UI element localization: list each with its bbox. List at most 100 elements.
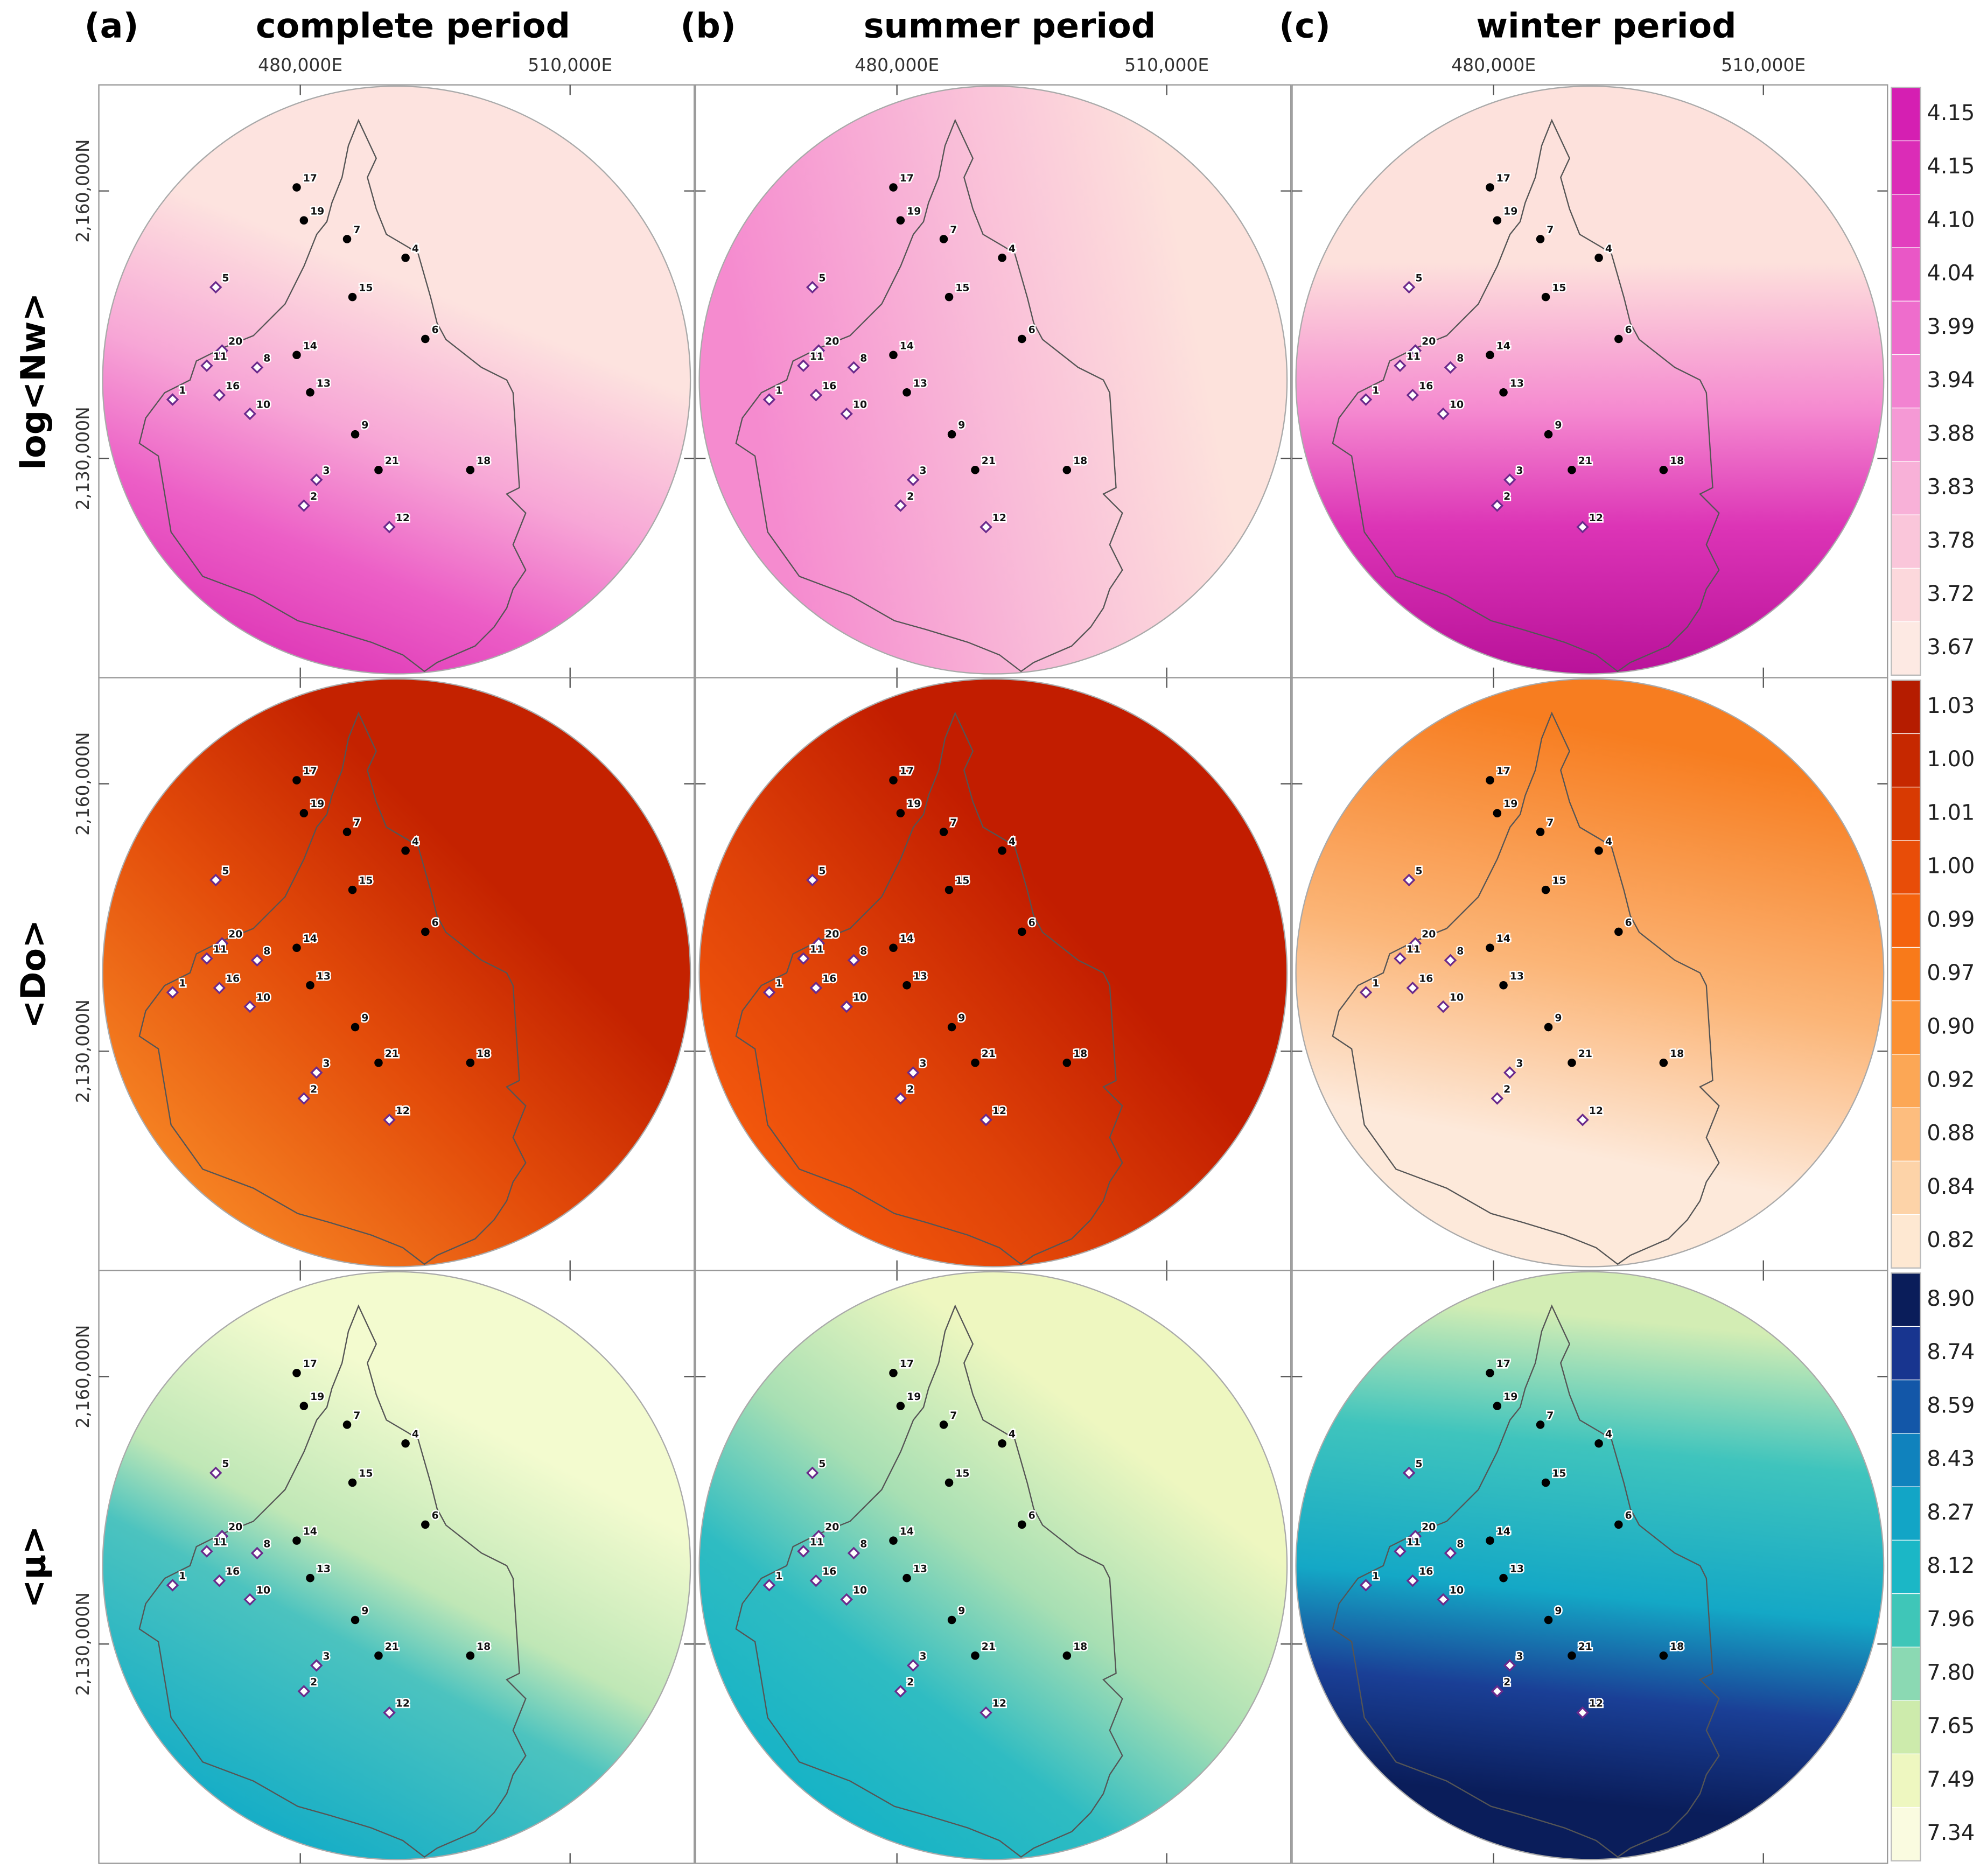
station-label: 4 bbox=[412, 836, 419, 848]
colorbar-box bbox=[1891, 1593, 1921, 1648]
interpolated-field bbox=[698, 85, 1288, 675]
station-label: 20 bbox=[825, 929, 839, 940]
station-marker bbox=[292, 776, 301, 785]
station-marker bbox=[847, 1546, 860, 1560]
colorbar-box bbox=[1891, 247, 1921, 302]
station-marker bbox=[847, 361, 860, 374]
station-label: 9 bbox=[958, 1013, 965, 1024]
colorbar-box bbox=[1891, 893, 1921, 948]
station-label: 15 bbox=[955, 1468, 969, 1480]
colorbar-box bbox=[1891, 787, 1921, 841]
station-marker bbox=[1544, 1615, 1553, 1625]
station-label: 18 bbox=[477, 456, 491, 467]
station-marker bbox=[902, 981, 911, 990]
x-tick-label: 480,000E bbox=[855, 54, 939, 75]
station-marker bbox=[310, 473, 323, 486]
station-marker bbox=[348, 292, 357, 302]
station-marker bbox=[466, 1651, 475, 1660]
station-label: 8 bbox=[1457, 1538, 1464, 1550]
x-tick-label: 480,000E bbox=[1451, 54, 1536, 75]
station-marker bbox=[292, 183, 301, 192]
station-marker bbox=[342, 828, 352, 836]
station-marker bbox=[1503, 473, 1516, 486]
column-title: winter period bbox=[1476, 5, 1736, 45]
colorbar-label: 4.15 bbox=[1927, 154, 1975, 179]
station-marker bbox=[299, 1402, 309, 1410]
interpolated-field bbox=[102, 1271, 691, 1860]
station-label: 17 bbox=[900, 1359, 914, 1370]
station-marker bbox=[215, 937, 229, 950]
station-marker bbox=[1493, 216, 1502, 225]
colorbar-label: 3.67 bbox=[1927, 635, 1975, 660]
station-label: 2 bbox=[907, 1677, 914, 1688]
colorbar-label: 4.04 bbox=[1927, 261, 1975, 286]
station-label: 13 bbox=[913, 378, 927, 389]
station-label: 5 bbox=[818, 272, 825, 284]
colorbar-box bbox=[1891, 1700, 1921, 1754]
station-label: 10 bbox=[853, 1585, 867, 1596]
station-label: 12 bbox=[1589, 1105, 1603, 1117]
station-label: 2 bbox=[1503, 1084, 1510, 1095]
station-label: 2 bbox=[907, 491, 914, 502]
station-marker bbox=[421, 927, 430, 936]
station-marker bbox=[944, 885, 954, 894]
colorbar-label: 4.15 bbox=[1927, 101, 1975, 125]
station-marker bbox=[383, 1113, 396, 1126]
station-marker bbox=[306, 388, 314, 397]
station-label: 19 bbox=[310, 206, 324, 217]
station-label: 20 bbox=[1422, 336, 1436, 347]
station-label: 12 bbox=[1589, 1698, 1603, 1710]
station-marker bbox=[902, 1573, 911, 1583]
colorbar-box bbox=[1891, 140, 1921, 195]
station-marker bbox=[1402, 281, 1416, 294]
station-marker bbox=[310, 1659, 323, 1672]
station-marker bbox=[1409, 937, 1422, 950]
station-label: 3 bbox=[919, 1651, 926, 1662]
station-label: 17 bbox=[303, 173, 317, 184]
station-marker bbox=[998, 846, 1006, 855]
station-marker bbox=[998, 1439, 1006, 1448]
map-panel: 17 19 7 4 5 15 6 20 14 11 8 16 1 13 10 9 21 18 3 2 12 bbox=[1291, 84, 1888, 678]
station-marker bbox=[1486, 351, 1494, 360]
station-marker bbox=[1544, 1023, 1553, 1032]
station-label: 10 bbox=[853, 992, 867, 1004]
station-label: 21 bbox=[385, 456, 399, 467]
station-marker bbox=[1614, 1520, 1623, 1529]
station-label: 5 bbox=[1415, 1458, 1422, 1469]
station-marker bbox=[1614, 927, 1623, 936]
station-marker bbox=[1437, 1000, 1450, 1013]
station-label: 9 bbox=[958, 420, 965, 431]
station-label: 4 bbox=[1009, 1429, 1016, 1440]
station-marker bbox=[1536, 235, 1545, 243]
station-label: 6 bbox=[432, 917, 439, 928]
colorbar-label: 4.10 bbox=[1927, 207, 1975, 232]
station-marker bbox=[840, 407, 853, 421]
panel-tag: (a) bbox=[85, 5, 139, 45]
station-label: 7 bbox=[353, 225, 360, 236]
station-label: 1 bbox=[775, 978, 782, 989]
station-marker bbox=[1394, 952, 1407, 965]
station-label: 8 bbox=[1457, 353, 1464, 364]
station-marker bbox=[200, 952, 213, 965]
station-marker bbox=[1444, 954, 1457, 967]
station-label: 6 bbox=[1029, 917, 1036, 928]
station-label: 12 bbox=[992, 513, 1006, 524]
interpolated-field bbox=[1295, 678, 1885, 1268]
colorbar-box bbox=[1891, 1160, 1921, 1215]
colorbar-label: 7.65 bbox=[1927, 1714, 1975, 1739]
y-tick-label: 2,160,000N bbox=[72, 1325, 93, 1428]
station-marker bbox=[351, 1615, 360, 1625]
y-tick-label: 2,130,000N bbox=[72, 999, 93, 1103]
station-marker bbox=[809, 981, 823, 995]
station-marker bbox=[299, 216, 309, 225]
colorbar-label: 3.78 bbox=[1927, 528, 1975, 553]
station-marker bbox=[906, 1659, 920, 1672]
colorbar-box bbox=[1891, 408, 1921, 462]
station-marker bbox=[1444, 1546, 1457, 1560]
station-label: 7 bbox=[353, 817, 360, 829]
map-panel: 17 19 7 4 5 15 6 20 14 11 8 16 1 13 10 9 21 18 3 2 12 bbox=[1291, 677, 1888, 1271]
station-label: 15 bbox=[955, 876, 969, 887]
station-marker bbox=[1394, 1545, 1407, 1558]
station-label: 19 bbox=[907, 1391, 921, 1403]
station-label: 5 bbox=[1415, 865, 1422, 877]
